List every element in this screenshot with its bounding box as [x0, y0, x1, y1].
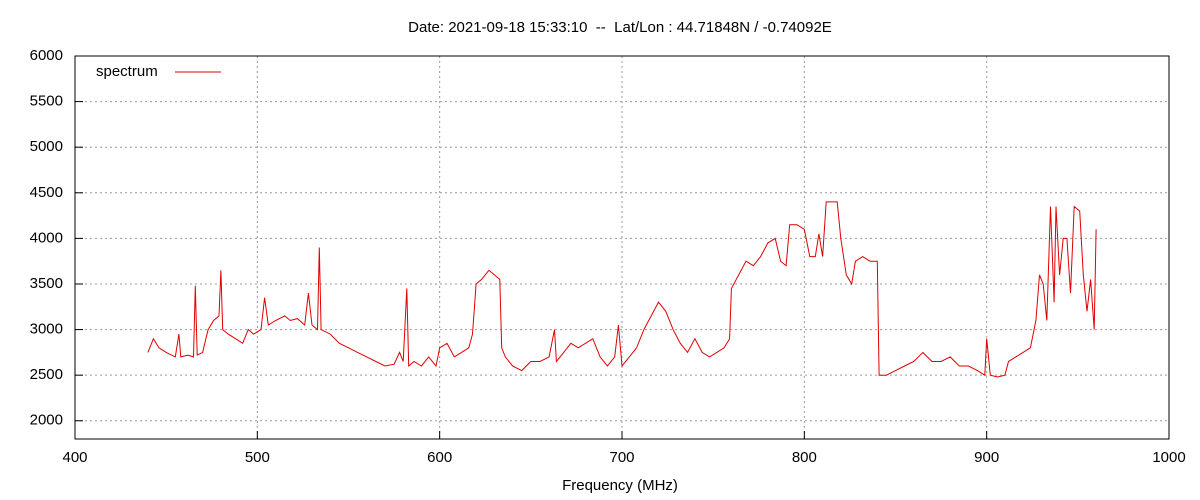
plot-border	[74, 55, 1170, 440]
y-tick-label: 2500	[30, 366, 63, 383]
y-tick-label: 3500	[30, 275, 63, 292]
y-tick-label: 3000	[30, 321, 63, 338]
x-tick-label: 1000	[1152, 449, 1185, 466]
chart-title: Date: 2021-09-18 15:33:10 -- Lat/Lon : 4…	[408, 19, 832, 36]
y-tick-label: 4500	[30, 184, 63, 201]
y-tick-label: 5500	[30, 93, 63, 110]
x-tick-label: 500	[245, 449, 270, 466]
y-tick-label: 5000	[30, 138, 63, 155]
x-tick-label: 400	[62, 449, 87, 466]
legend-label: spectrum	[96, 63, 158, 80]
y-tick-label: 2000	[30, 412, 63, 429]
spectrum-line	[147, 201, 1097, 378]
x-tick-label: 600	[427, 449, 452, 466]
y-tick-label: 6000	[30, 47, 63, 64]
y-tick-label: 4000	[30, 229, 63, 246]
x-tick-label: 700	[609, 449, 634, 466]
x-axis-label: Frequency (MHz)	[562, 477, 678, 494]
x-tick-label: 900	[974, 449, 999, 466]
x-tick-label: 800	[792, 449, 817, 466]
